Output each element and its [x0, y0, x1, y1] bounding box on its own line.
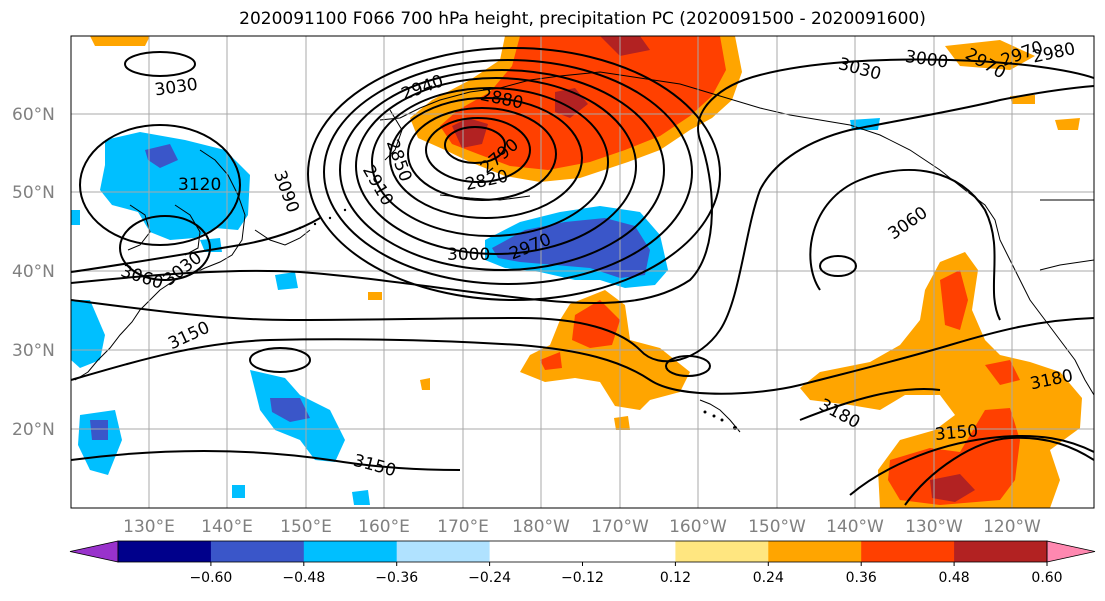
- height-contours: [71, 47, 1094, 506]
- lon-tick-label: 140°W: [826, 517, 884, 537]
- colorbar-segment: [768, 541, 862, 562]
- lat-tick-label: 60°N: [12, 105, 55, 125]
- precip-blob-japan: [100, 132, 250, 240]
- colorbar: −0.60 −0.48 −0.36 −0.24 −0.12 0.12 0.24 0.36 0.4…: [69, 540, 1096, 586]
- lat-tick-label: 30°N: [12, 341, 55, 361]
- contour-label: 3120: [178, 175, 221, 195]
- lon-tick-label: 170°E: [437, 517, 489, 537]
- colorbar-tick-label: 0.48: [939, 570, 970, 586]
- colorbar-tick-label: 0.60: [1031, 570, 1062, 586]
- colorbar-tick-label: −0.24: [468, 570, 511, 586]
- lon-tick-label: 130°E: [123, 517, 175, 537]
- lat-tick-label: 20°N: [12, 420, 55, 440]
- colorbar-tick-label: −0.48: [282, 570, 325, 586]
- contour-label: 3150: [934, 421, 979, 445]
- colorbar-segment: [582, 541, 676, 562]
- lon-tick-label: 120°W: [983, 517, 1041, 537]
- contour-label: 3000: [447, 245, 490, 265]
- colorbar-segment: [303, 541, 398, 562]
- lon-tick-label: 180°W: [512, 517, 570, 537]
- colorbar-tick-label: −0.12: [561, 570, 604, 586]
- colorbar-segment: [675, 541, 769, 562]
- lat-tick-label: 40°N: [12, 262, 55, 282]
- lon-tick-label: 140°E: [201, 517, 253, 537]
- lon-tick-label: 170°W: [591, 517, 649, 537]
- lon-tick-label: 150°E: [280, 517, 332, 537]
- gridlines: [71, 36, 1094, 508]
- colorbar-segment: [396, 541, 491, 562]
- colorbar-segment: [118, 541, 212, 562]
- colorbar-segment: [954, 541, 1048, 562]
- colorbar-tick-label: 0.24: [753, 570, 784, 586]
- colorbar-segment: [210, 541, 305, 562]
- lon-tick-label: 150°W: [748, 517, 806, 537]
- lon-tick-label: 160°E: [358, 517, 410, 537]
- lon-tick-label: 160°W: [669, 517, 727, 537]
- colorbar-tick-label: −0.36: [375, 570, 418, 586]
- figure-title: 2020091100 F066 700 hPa height, precipit…: [239, 9, 926, 29]
- colorbar-segment: [861, 541, 955, 562]
- colorbar-tick-label: −0.60: [189, 570, 232, 586]
- lat-tick-label: 50°N: [12, 183, 55, 203]
- colorbar-extend-max: [1046, 540, 1096, 563]
- lon-tick-label: 130°W: [905, 517, 963, 537]
- colorbar-segment: [489, 541, 583, 562]
- colorbar-tick-label: 0.36: [846, 570, 877, 586]
- colorbar-tick-label: 0.12: [660, 570, 691, 586]
- lat-tick-labels: 60°N 50°N 40°N 30°N 20°N: [12, 105, 55, 440]
- colorbar-extend-min: [69, 540, 119, 563]
- lon-tick-labels: 130°E 140°E 150°E 160°E 170°E 180°W 170°…: [123, 517, 1041, 537]
- map-frame: [70, 35, 1095, 509]
